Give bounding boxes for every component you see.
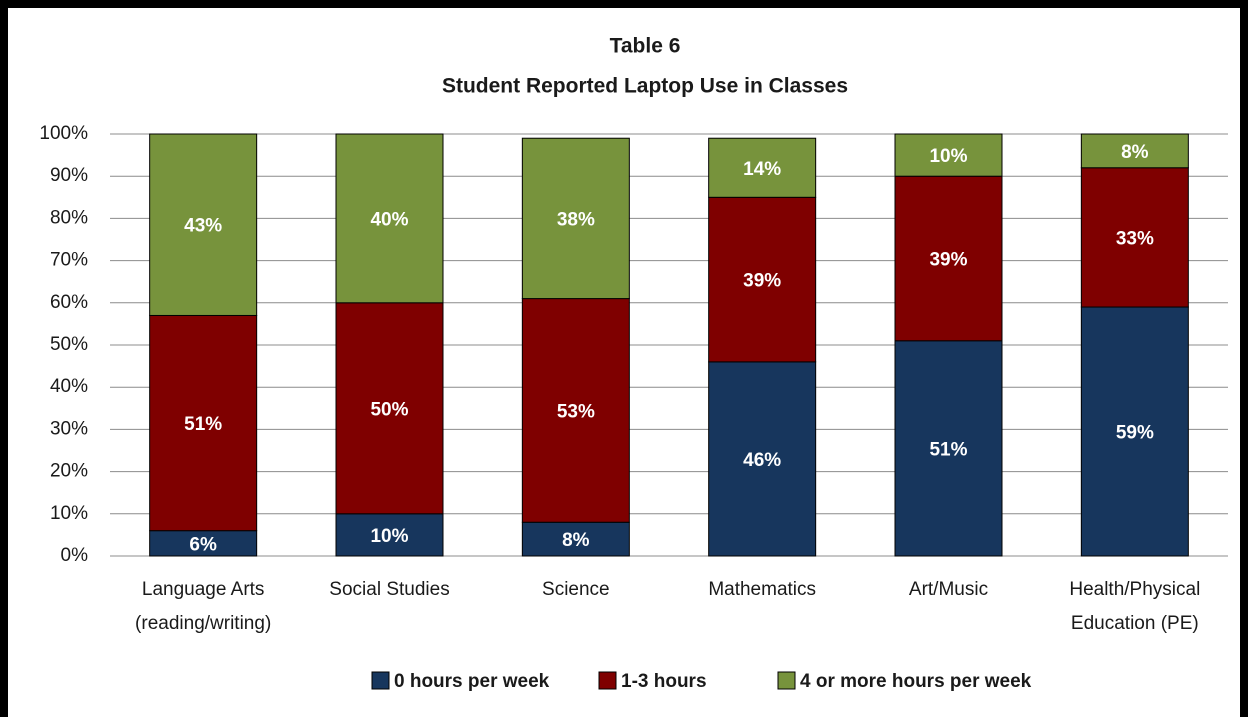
x-tick-label: Science: [542, 579, 610, 600]
bar-segment: [149, 133, 258, 316]
data-label: 10%: [370, 526, 408, 547]
bar-segment: [708, 361, 817, 557]
y-tick-label: 0%: [61, 545, 89, 566]
data-label: 39%: [929, 250, 967, 271]
bar-segment: [894, 175, 1003, 342]
legend-label: 4 or more hours per week: [800, 671, 1032, 692]
bar-segment: [1080, 167, 1189, 308]
x-tick-label: Language Arts: [142, 579, 265, 600]
data-label: 53%: [557, 401, 595, 422]
y-tick-label: 20%: [50, 461, 88, 482]
bar-segment: [708, 137, 817, 198]
data-label: 40%: [370, 209, 408, 230]
bar-segment: [894, 133, 1003, 177]
y-tick-label: 80%: [50, 207, 88, 228]
bar-segment: [1080, 306, 1189, 557]
x-tick-label: Health/Physical: [1069, 579, 1200, 600]
bar-segment: [708, 196, 817, 363]
data-label: 14%: [743, 159, 781, 180]
y-tick-label: 100%: [39, 123, 88, 144]
legend-swatch: [598, 671, 617, 690]
data-label: 59%: [1116, 423, 1154, 444]
data-label: 46%: [743, 450, 781, 471]
data-label: 10%: [929, 146, 967, 167]
chart-subtitle: Student Reported Laptop Use in Classes: [442, 75, 848, 98]
data-label: 50%: [370, 399, 408, 420]
bar-segment: [149, 530, 258, 557]
data-label: 51%: [929, 439, 967, 460]
data-label: 8%: [1121, 142, 1149, 163]
x-tick-label: Art/Music: [909, 579, 988, 600]
x-tick-label: (reading/writing): [135, 613, 271, 634]
bar-segment: [1080, 133, 1189, 169]
data-label: 43%: [184, 216, 222, 237]
y-tick-label: 60%: [50, 292, 88, 313]
bar-segment: [894, 340, 1003, 557]
data-label: 33%: [1116, 228, 1154, 249]
data-label: 6%: [189, 534, 217, 555]
x-tick-label: Social Studies: [329, 579, 449, 600]
bar-segment: [521, 521, 630, 557]
y-tick-label: 10%: [50, 503, 88, 524]
legend-swatch: [371, 671, 390, 690]
x-tick-label: Education (PE): [1071, 613, 1199, 634]
chart-title: Table 6: [610, 35, 681, 58]
bar-segment: [149, 314, 258, 532]
legend-swatch: [777, 671, 796, 690]
y-tick-label: 30%: [50, 418, 88, 439]
y-tick-label: 50%: [50, 334, 88, 355]
bar-segment: [335, 302, 444, 515]
data-label: 39%: [743, 271, 781, 292]
bar-segment: [335, 133, 444, 304]
bar-segment: [521, 298, 630, 523]
y-tick-label: 40%: [50, 376, 88, 397]
x-tick-label: Mathematics: [708, 579, 816, 600]
data-label: 8%: [562, 530, 590, 551]
legend-label: 1-3 hours: [621, 671, 707, 692]
data-label: 51%: [184, 414, 222, 435]
y-tick-label: 90%: [50, 165, 88, 186]
bar-segment: [521, 137, 630, 300]
data-label: 38%: [557, 209, 595, 230]
legend-label: 0 hours per week: [394, 671, 550, 692]
y-tick-label: 70%: [50, 250, 88, 271]
